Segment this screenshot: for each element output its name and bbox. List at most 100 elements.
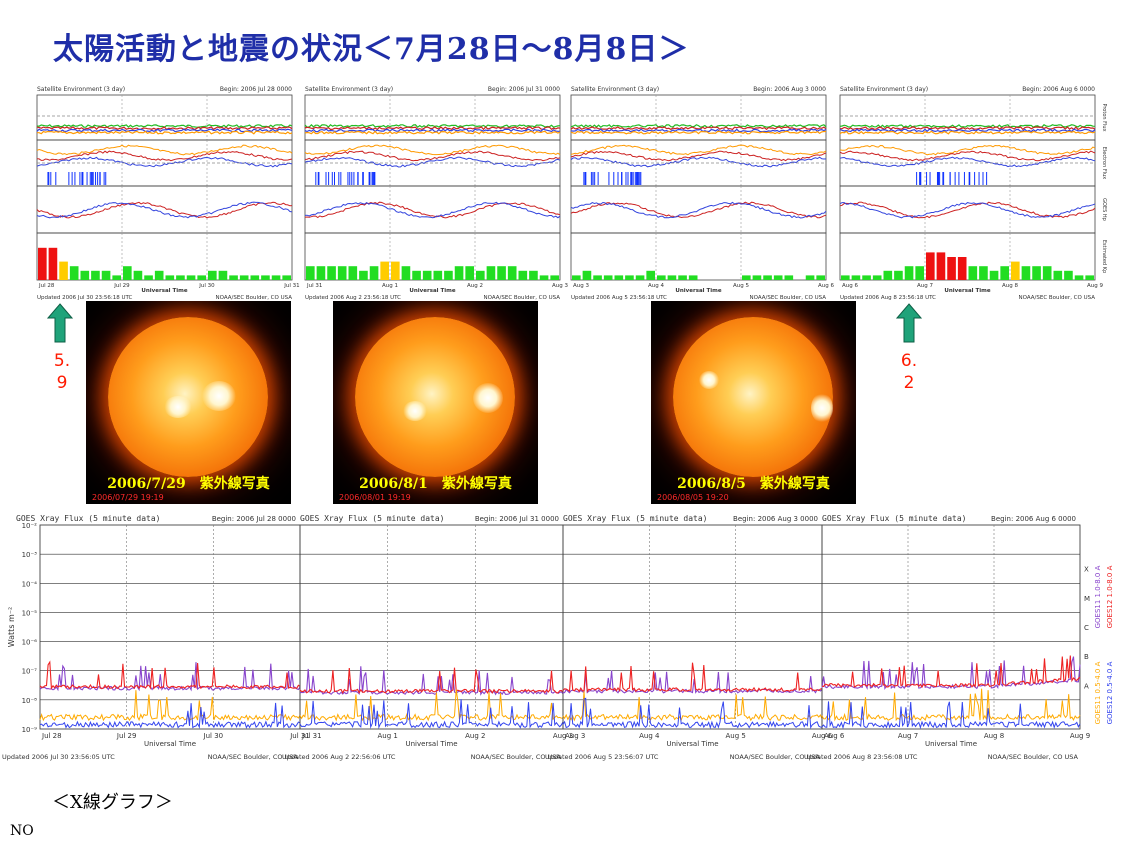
subpanel-frame	[36, 232, 293, 281]
page-title: 太陽活動と地震の状況＜7月28日～8月8日＞	[53, 32, 690, 67]
day-tick-label: Jul 31	[306, 283, 322, 289]
kp-bar	[154, 270, 164, 280]
kp-bar	[476, 270, 485, 280]
kp-bar	[359, 270, 368, 280]
proton-flux-line	[839, 126, 1096, 131]
kp-bar	[497, 266, 506, 280]
up-arrow-icon	[896, 303, 922, 343]
panel-title: GOES Xray Flux (5 minute data)	[16, 514, 161, 523]
y-tick-label: 10⁻⁸	[22, 697, 38, 705]
kp-bar	[348, 266, 358, 280]
credit-text: NOAA/SEC Boulder, CO USA	[749, 295, 826, 301]
credit-text: NOAA/SEC Boulder, CO USA	[471, 753, 562, 761]
legend-entry: GOES12 0.5-4.0 A	[1106, 661, 1114, 724]
y-tick-label: 10⁻⁴	[22, 580, 38, 588]
day-tick-label: Jul 29	[116, 732, 137, 740]
proton-flux-line	[36, 126, 293, 131]
kp-bar	[805, 275, 815, 280]
kp-bar	[176, 275, 185, 280]
day-tick-label: Aug 9	[1070, 732, 1090, 740]
magnitude-line: 2	[903, 373, 915, 393]
kp-bar	[529, 270, 538, 280]
electron-flux-line	[36, 144, 293, 156]
panel-begin: Begin: 2006 Jul 28 0000	[220, 86, 292, 93]
kp-bar	[327, 266, 336, 280]
kp-bar	[316, 266, 326, 280]
kp-bar	[539, 275, 549, 280]
flare-class-label: X	[1084, 566, 1089, 574]
proton-flux-line	[36, 128, 293, 133]
sun-image-aug01: 2006/8/1 紫外線写真 2006/08/01 19:19	[333, 301, 538, 504]
electron-flux-line	[570, 156, 827, 168]
day-tick-label: Aug 4	[648, 283, 664, 289]
kp-bar	[239, 275, 249, 280]
day-tick-label: Aug 8	[1002, 283, 1018, 289]
kp-bar	[101, 270, 111, 280]
sun-timestamp: 2006/08/05 19:20	[657, 493, 729, 502]
sun-timestamp: 2006/07/29 19:19	[92, 493, 164, 502]
kp-bar	[454, 266, 464, 280]
kp-bar	[851, 275, 861, 280]
kp-bar	[369, 266, 379, 280]
electron-flux-line	[570, 150, 827, 162]
kp-bar	[784, 275, 794, 280]
kp-bar	[582, 270, 592, 280]
day-tick-label: Aug 7	[898, 732, 918, 740]
hp-line	[839, 201, 1096, 219]
xray-short-line	[299, 689, 564, 722]
kp-bar	[593, 275, 602, 280]
subpanel-frame	[304, 232, 561, 281]
active-region	[164, 396, 192, 418]
axis-label: GOES Hp	[1101, 198, 1107, 221]
panel-title: Satellite Environment (3 day)	[37, 86, 125, 93]
kp-bar	[773, 275, 783, 280]
legend-entry: GOES11 1.0-8.0 A	[1094, 565, 1102, 628]
x-axis-label: Universal Time	[944, 288, 990, 294]
kp-bar	[947, 257, 956, 280]
x-axis-label: Universal Time	[675, 288, 721, 294]
day-tick-label: Aug 3	[553, 732, 573, 740]
day-tick-label: Jul 31	[283, 283, 299, 289]
xray-long-line	[299, 667, 564, 695]
y-tick-label: 10⁻²	[22, 522, 38, 530]
xray-long-line	[39, 660, 301, 690]
day-tick-label: Aug 3	[573, 283, 589, 289]
footnote: NO	[10, 823, 34, 839]
axis-label: Proton Flux	[1101, 103, 1107, 131]
kp-bar	[123, 266, 132, 280]
panel-title: Satellite Environment (3 day)	[840, 86, 928, 93]
electron-flux-line	[839, 150, 1096, 162]
legend-entry: GOES11 0.5-4.0 A	[1094, 661, 1102, 724]
credit-text: NOAA/SEC Boulder, CO USA	[208, 753, 299, 761]
panel-begin: Begin: 2006 Jul 31 0000	[475, 515, 559, 523]
day-tick-label: Aug 6	[842, 283, 858, 289]
kp-bar	[872, 275, 882, 280]
magnitude-line: 9	[56, 373, 68, 393]
electron-flux-line	[304, 150, 561, 162]
xray-short-line	[299, 699, 564, 730]
kp-bar	[688, 275, 698, 280]
xray-short-line	[821, 688, 1081, 722]
kp-bar	[433, 270, 443, 280]
day-tick-label: Aug 3	[565, 732, 585, 740]
credit-text: NOAA/SEC Boulder, CO USA	[483, 295, 560, 301]
x-axis-label: Universal Time	[144, 740, 196, 748]
kp-bar	[657, 275, 666, 280]
kp-bar	[197, 275, 206, 280]
xray-frame	[562, 524, 823, 730]
panel-title: Satellite Environment (3 day)	[571, 86, 659, 93]
panel-title: GOES Xray Flux (5 minute data)	[822, 514, 967, 523]
axis-label: Electron Flux	[1101, 147, 1107, 180]
panel-begin: Begin: 2006 Aug 6 0000	[1022, 86, 1095, 93]
kp-bar	[1053, 270, 1063, 280]
kp-bar	[69, 266, 79, 280]
kp-bar	[752, 275, 762, 280]
kp-bar	[915, 266, 924, 280]
kp-bar	[391, 261, 400, 280]
kp-bar	[48, 247, 58, 280]
updated-text: Updated 2006 Jul 30 23:56:05 UTC	[2, 753, 115, 761]
proton-flux-line	[37, 130, 293, 135]
subpanel-frame	[839, 232, 1096, 281]
kp-bar	[208, 270, 217, 280]
kp-bar	[742, 275, 751, 280]
